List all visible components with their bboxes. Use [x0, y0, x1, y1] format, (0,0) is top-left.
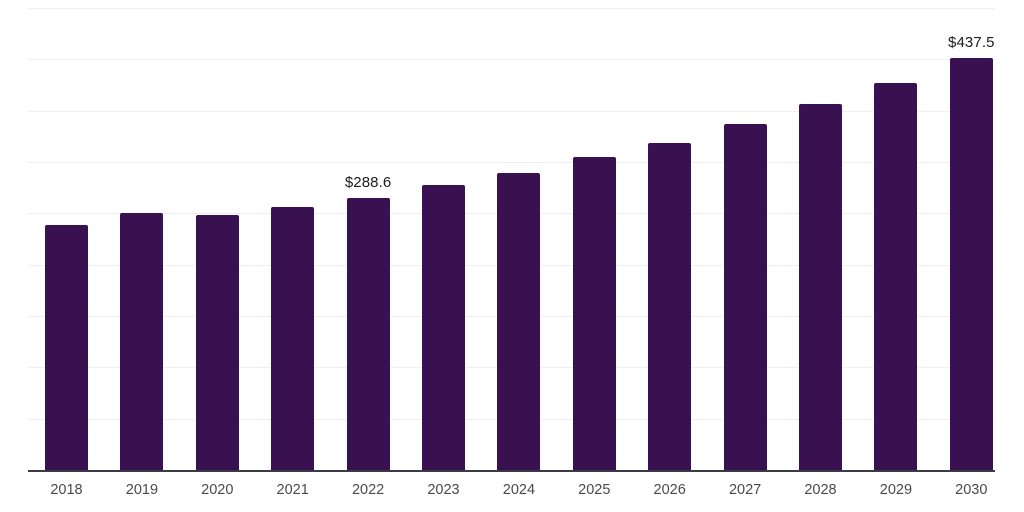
x-axis-tick-label: 2019	[125, 482, 159, 498]
bar[interactable]	[346, 197, 390, 470]
x-axis-tick-label: 2027	[728, 482, 762, 498]
bar[interactable]	[648, 142, 692, 470]
bar[interactable]	[874, 83, 918, 470]
bar-value-label: $288.6	[344, 173, 392, 191]
x-axis-tick-label: 2023	[427, 482, 460, 498]
x-axis-tick-label: 2030	[955, 482, 988, 498]
bar[interactable]	[271, 206, 315, 470]
gridline	[28, 110, 995, 112]
bar[interactable]	[422, 184, 465, 470]
x-axis-tick-label: 2026	[653, 482, 686, 498]
gridline	[28, 162, 995, 163]
x-axis-tick-label: 2018	[50, 482, 83, 498]
x-axis-line	[28, 470, 995, 472]
gridline	[28, 59, 995, 61]
bar[interactable]	[195, 214, 239, 470]
bar[interactable]	[120, 212, 164, 470]
x-axis-tick-label: 2022	[351, 482, 385, 498]
gridline	[28, 8, 995, 9]
bar[interactable]	[949, 57, 993, 470]
bar[interactable]	[497, 173, 541, 470]
bar[interactable]	[723, 123, 767, 470]
bar-value-label: $437.5	[948, 33, 995, 51]
x-axis-tick-label: 2021	[276, 482, 309, 498]
x-axis-tick-label: 2025	[578, 482, 611, 498]
bar[interactable]	[45, 224, 88, 470]
x-axis-tick-label: 2020	[201, 482, 234, 498]
x-axis-tick-label: 2028	[804, 482, 837, 498]
x-axis-tick-label: 2029	[879, 482, 913, 498]
bar[interactable]	[799, 103, 842, 470]
bar[interactable]	[572, 157, 616, 470]
x-axis-tick-label: 2024	[502, 482, 536, 498]
